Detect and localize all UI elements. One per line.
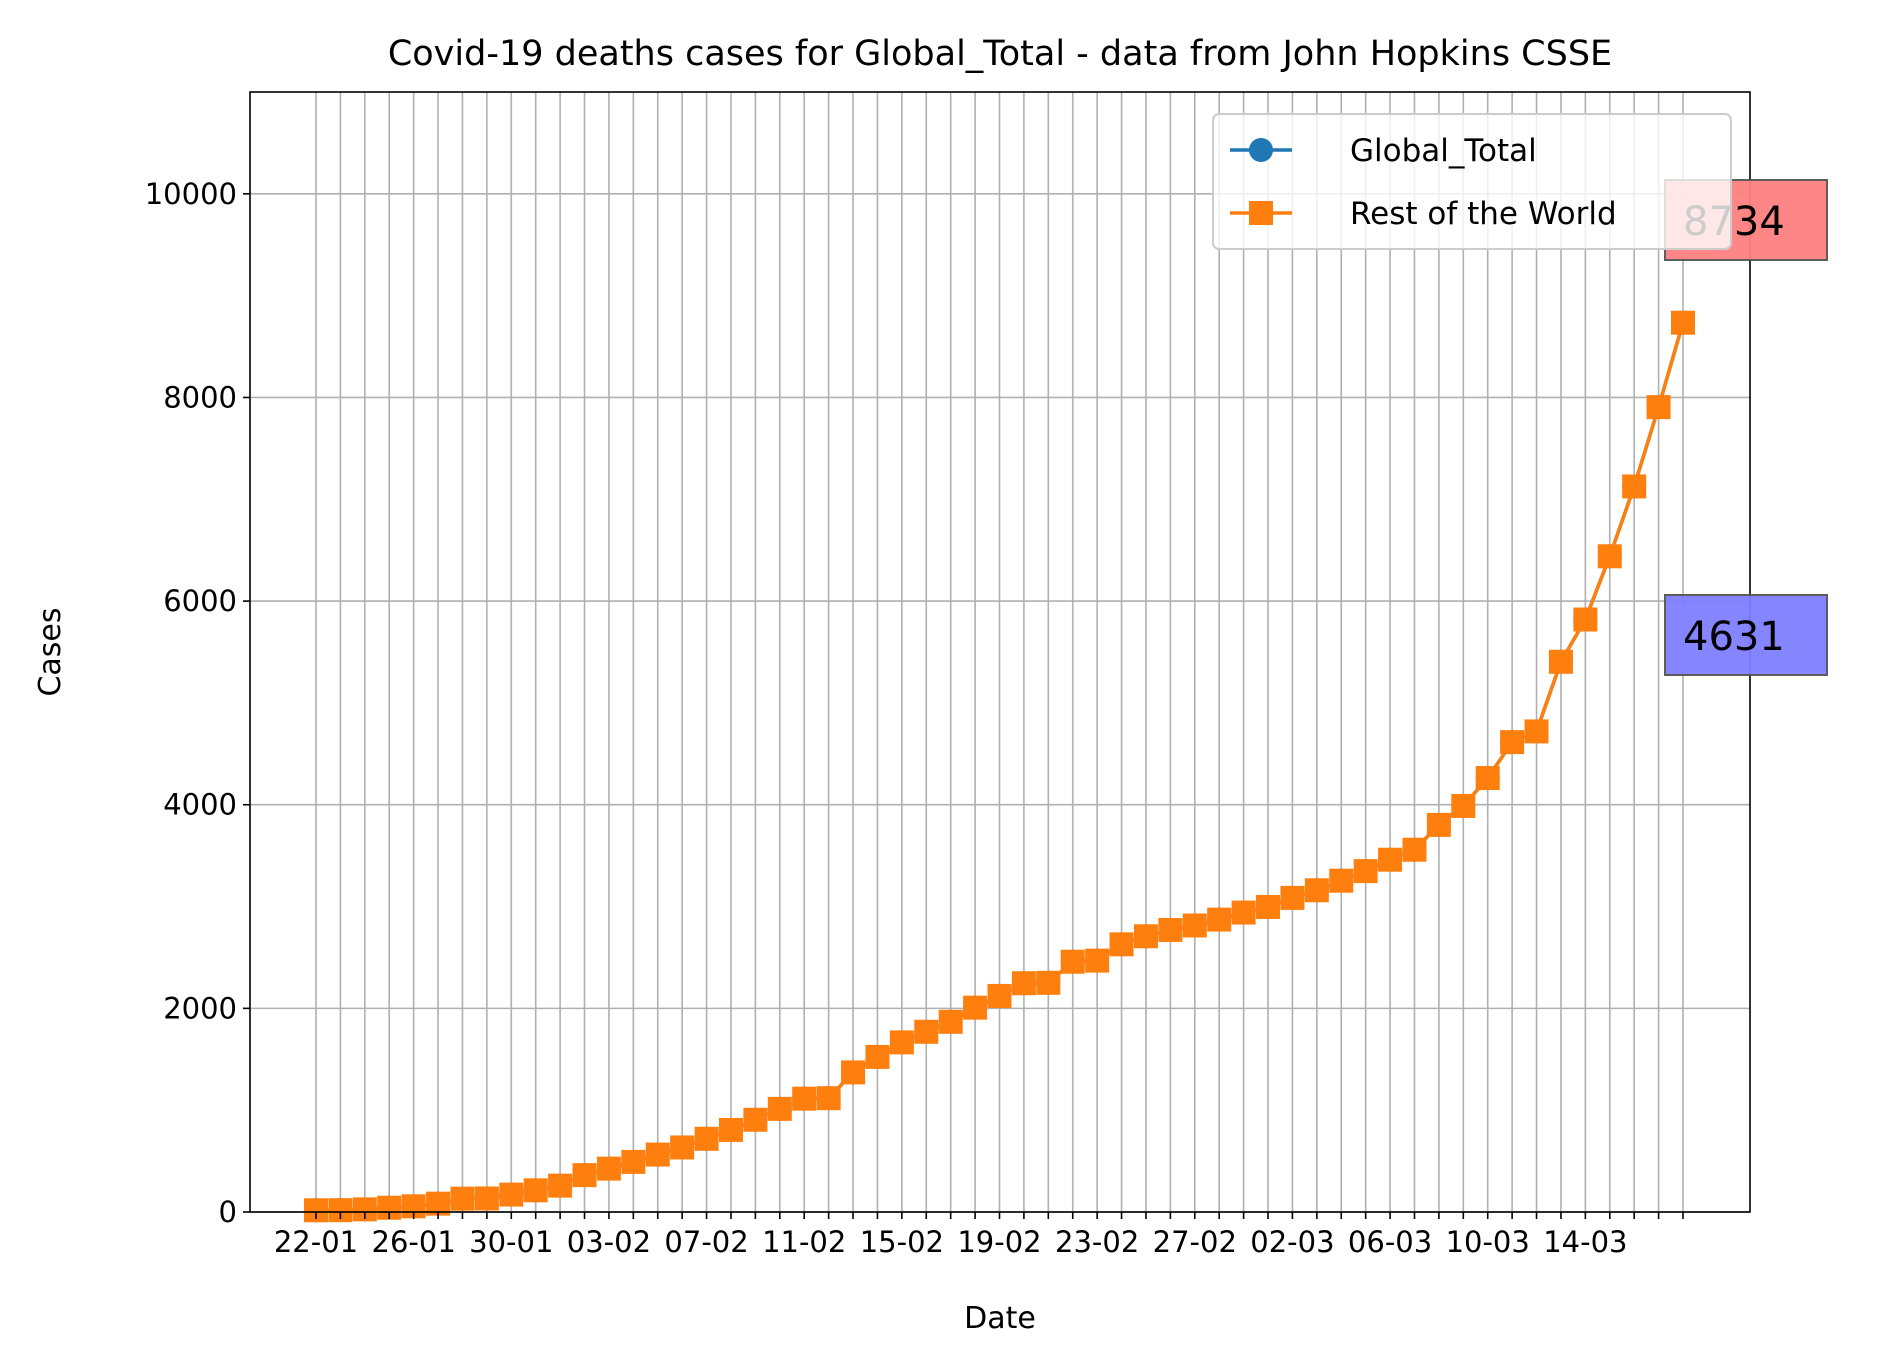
x-tick-label: 15-02 [860, 1225, 944, 1259]
data-point [1280, 885, 1305, 910]
data-point [474, 1186, 499, 1211]
data-point [1060, 949, 1085, 974]
y-axis: 0 2000 4000 6000 8000 10000 [145, 177, 250, 1229]
data-point [1011, 971, 1036, 996]
legend-box [1212, 113, 1732, 250]
data-point [1256, 894, 1281, 919]
data-point [548, 1173, 573, 1198]
annotation-label: 4631 [1683, 614, 1785, 660]
data-point [1304, 878, 1329, 903]
x-axis-label: Date [964, 1301, 1036, 1336]
data-point [1646, 395, 1671, 420]
data-point [767, 1096, 792, 1121]
legend-marker [1249, 138, 1273, 162]
x-tick-label: 11-02 [762, 1225, 846, 1259]
data-point [1207, 907, 1232, 932]
data-point [865, 1044, 890, 1069]
legend-label: Rest of the World [1350, 196, 1617, 232]
data-point [1524, 719, 1549, 744]
data-point [914, 1019, 939, 1044]
data-point [987, 983, 1012, 1008]
data-point [1182, 913, 1207, 938]
legend-marker [1249, 201, 1273, 225]
data-point [1231, 900, 1256, 925]
data-point [694, 1126, 719, 1151]
data-point [1329, 868, 1354, 893]
data-point [1671, 310, 1695, 335]
data-point [816, 1086, 841, 1111]
data-point [792, 1086, 817, 1111]
data-point [1378, 847, 1403, 872]
x-tick-label: 26-01 [372, 1225, 456, 1259]
data-point [841, 1060, 866, 1085]
legend: Global_Total Rest of the World [1212, 113, 1732, 250]
x-tick-label: 07-02 [664, 1225, 748, 1259]
legend-label: Global_Total [1350, 133, 1537, 169]
x-tick-label: 19-02 [957, 1225, 1041, 1259]
data-point [1475, 766, 1500, 791]
data-point [718, 1117, 743, 1142]
data-point [1597, 544, 1622, 569]
data-point [572, 1163, 597, 1188]
data-point [1622, 474, 1647, 499]
x-tick-label: 06-03 [1348, 1225, 1432, 1259]
x-tick-label: 30-01 [469, 1225, 553, 1259]
x-axis: 22-01 26-01 30-01 03-02 07-02 11-02 15-02 19-02… [274, 1212, 1684, 1259]
data-point [1085, 948, 1110, 973]
x-tick-label: 22-01 [274, 1225, 358, 1259]
data-point [1426, 812, 1451, 837]
y-tick-label: 4000 [163, 788, 237, 822]
data-point [1158, 917, 1183, 942]
chart-title: Covid-19 deaths cases for Global_Total -… [388, 34, 1612, 74]
data-point [621, 1149, 646, 1174]
data-point [743, 1107, 768, 1132]
y-axis-label: Cases [33, 607, 68, 696]
data-point [450, 1186, 475, 1211]
x-tick-label: 02-03 [1250, 1225, 1334, 1259]
annotation-box [1664, 594, 1828, 676]
data-point [1109, 932, 1134, 957]
y-tick-label: 2000 [163, 991, 237, 1025]
data-point [889, 1030, 914, 1055]
y-tick-label: 8000 [163, 380, 237, 414]
y-tick-label: 6000 [163, 584, 237, 618]
x-tick-label: 23-02 [1055, 1225, 1139, 1259]
data-point [963, 995, 988, 1020]
data-point [1353, 859, 1378, 884]
data-point [938, 1009, 963, 1034]
y-tick-label: 0 [219, 1195, 237, 1229]
data-point [670, 1135, 695, 1160]
data-point [523, 1178, 548, 1203]
data-point [1500, 730, 1525, 755]
series-layer [304, 310, 1695, 1223]
x-tick-label: 10-03 [1446, 1225, 1530, 1259]
x-tick-label: 27-02 [1153, 1225, 1237, 1259]
data-point [1036, 970, 1061, 995]
data-point [596, 1156, 621, 1181]
series-rest-of-the-world [304, 310, 1695, 1223]
x-tick-label: 14-03 [1543, 1225, 1627, 1259]
data-point [1133, 924, 1158, 949]
y-tick-label: 10000 [145, 177, 237, 211]
data-point [1548, 649, 1573, 674]
data-point [1573, 607, 1598, 632]
data-point [1451, 793, 1476, 818]
data-point [645, 1142, 670, 1167]
data-point [1402, 837, 1427, 862]
data-point [499, 1182, 524, 1207]
x-tick-label: 03-02 [567, 1225, 651, 1259]
